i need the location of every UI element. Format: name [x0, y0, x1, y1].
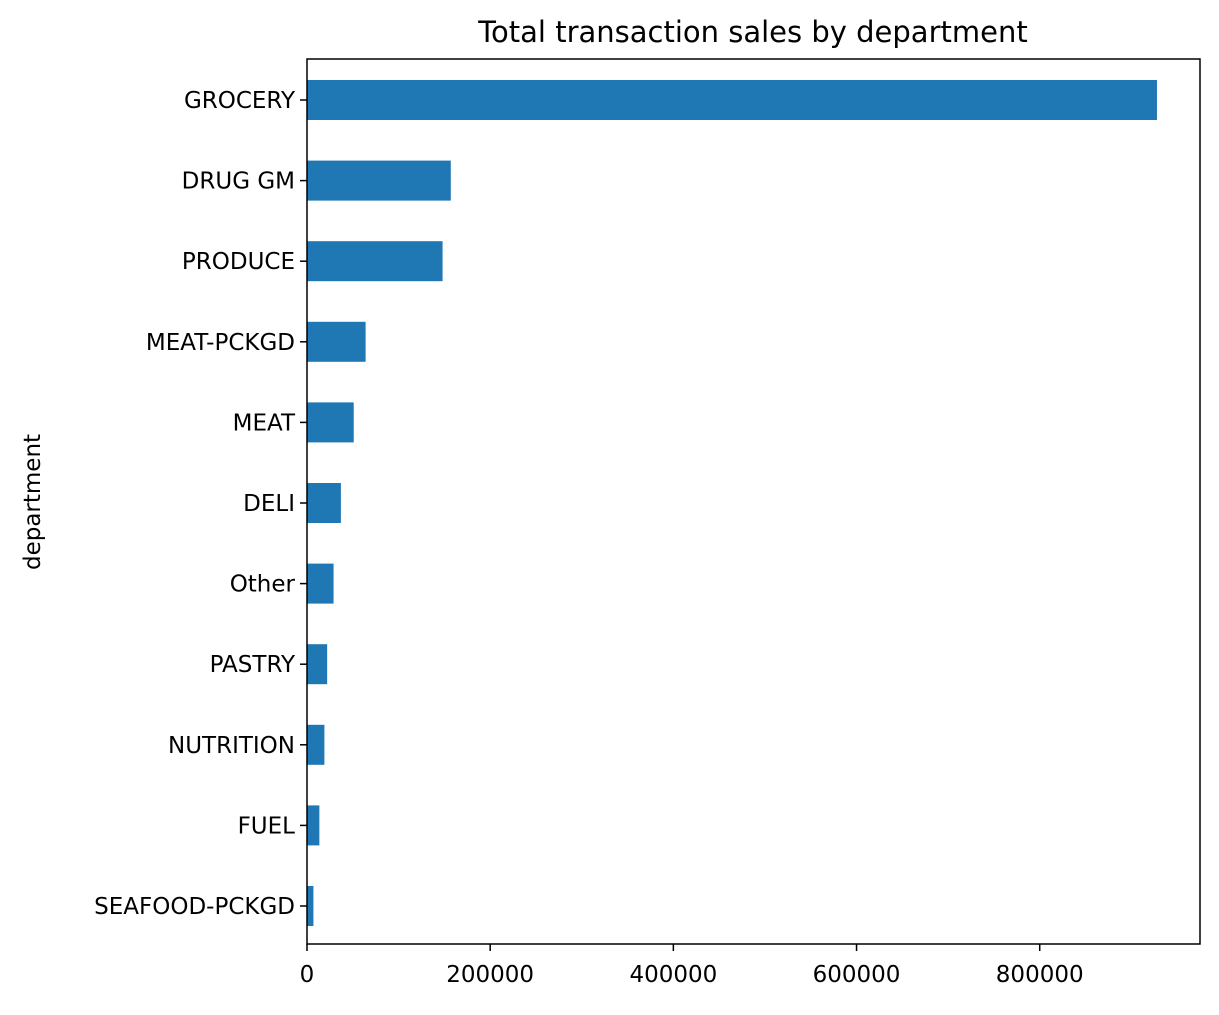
bar: [307, 724, 325, 765]
bar: [307, 563, 334, 604]
bar: [307, 321, 366, 362]
y-tick-label: Other: [230, 572, 296, 598]
y-tick-label: MEAT-PCKGD: [146, 330, 295, 356]
y-tick-label: PASTRY: [210, 652, 296, 678]
bar: [307, 644, 328, 685]
y-axis-ticks: GROCERY DRUG GM PRODUCE MEAT-PCKGD MEAT DELI O…: [94, 88, 307, 920]
x-tick-label: 200000: [446, 962, 534, 988]
y-tick-label: MEAT: [233, 410, 296, 436]
bar: [307, 80, 1157, 120]
y-tick-label: DELI: [243, 491, 295, 517]
x-tick-label: 400000: [629, 962, 717, 988]
x-tick-label: 0: [300, 962, 315, 988]
x-tick-label: 600000: [813, 962, 901, 988]
bar: [307, 805, 320, 846]
y-tick-label: GROCERY: [184, 88, 296, 114]
chart-title: Total transaction sales by department: [477, 15, 1027, 49]
y-tick-label: DRUG GM: [182, 169, 295, 195]
y-tick-label: SEAFOOD-PCKGD: [94, 894, 295, 920]
y-tick-label: FUEL: [238, 813, 296, 839]
y-tick-label: PRODUCE: [182, 249, 295, 275]
bar: [307, 886, 314, 926]
plot-frame: [306, 58, 1201, 945]
x-tick-label: 800000: [996, 962, 1084, 988]
bar: [307, 160, 451, 201]
bar: [307, 483, 341, 523]
bars-group: [307, 80, 1157, 926]
y-axis-label: department: [20, 434, 46, 570]
bar: [307, 241, 443, 282]
y-tick-label: NUTRITION: [168, 733, 295, 759]
bar: [307, 402, 354, 443]
x-axis-ticks: 0 200000 400000 600000 800000: [300, 944, 1084, 988]
